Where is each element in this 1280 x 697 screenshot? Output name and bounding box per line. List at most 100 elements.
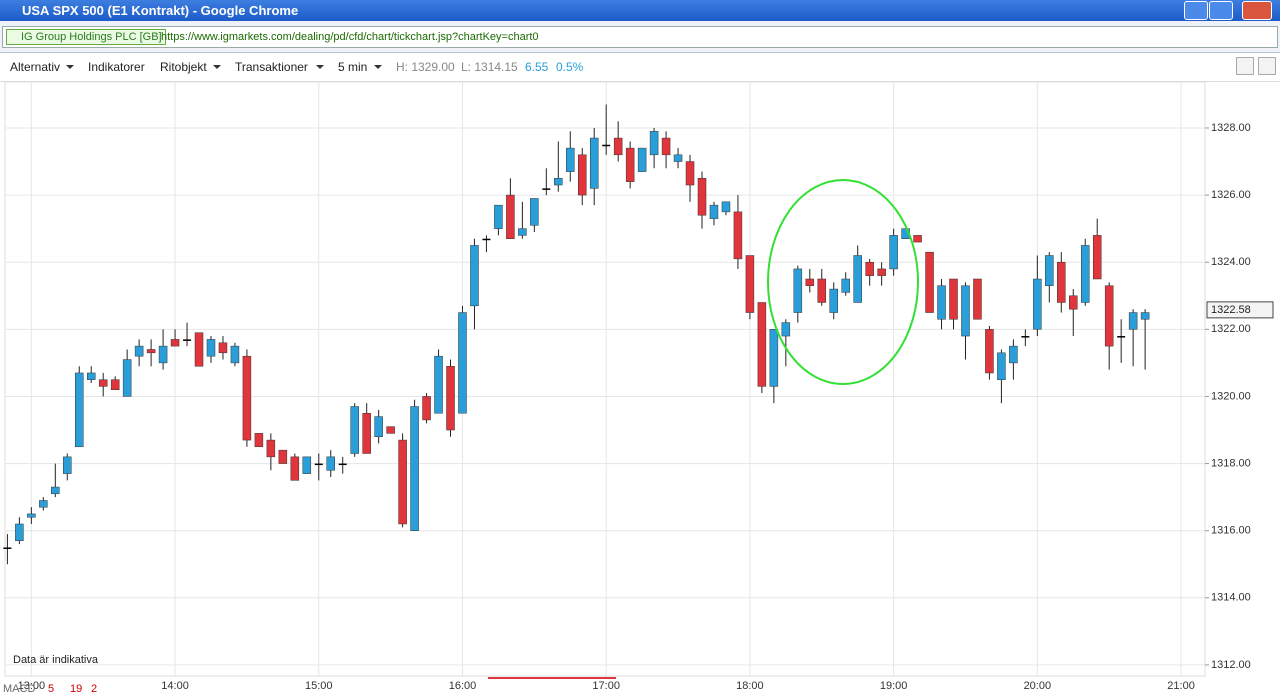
- candle-body: [218, 342, 228, 354]
- x-tick-label: 14:00: [161, 680, 189, 692]
- info-button[interactable]: [1236, 57, 1254, 75]
- x-tick-label: 17:00: [592, 680, 620, 692]
- candle-body: [206, 339, 216, 357]
- candle-body: [853, 255, 862, 303]
- x-tick-label: 20:00: [1024, 680, 1052, 692]
- indicator-param: 19: [70, 683, 82, 695]
- change-pct-stat: 0.5%: [556, 60, 584, 74]
- y-tick-label: 1318.00: [1211, 457, 1251, 469]
- candle-body: [1140, 312, 1150, 320]
- close-button[interactable]: [1242, 1, 1272, 20]
- menu-item[interactable]: Ritobjekt: [160, 60, 207, 74]
- candle-body: [602, 144, 611, 147]
- y-tick-label: 1320.00: [1211, 390, 1251, 402]
- candle-body: [290, 456, 300, 481]
- candle-body: [877, 268, 886, 276]
- title-bar: USA SPX 500 (E1 Kontrakt) - Google Chrom…: [0, 0, 1280, 21]
- candle-body: [577, 154, 587, 196]
- candle-body: [98, 379, 108, 387]
- y-tick-label: 1314.00: [1211, 592, 1251, 604]
- candle-body: [158, 345, 168, 364]
- candle-body: [1033, 278, 1042, 330]
- candle-body: [542, 188, 551, 190]
- candle-body: [110, 379, 120, 390]
- candle-body: [302, 456, 312, 474]
- candle-body: [637, 147, 647, 172]
- candle-body: [134, 345, 144, 357]
- last-price-box: [1206, 301, 1274, 319]
- plot-frame: [4, 81, 1206, 677]
- candle-body: [745, 255, 755, 313]
- menu-item[interactable]: 5 min: [338, 60, 368, 74]
- y-tick-label: 1322.00: [1211, 323, 1251, 335]
- candle-body: [1080, 245, 1090, 303]
- candle-body: [757, 302, 767, 387]
- candle-body: [949, 278, 958, 320]
- candle-body: [973, 278, 982, 320]
- menu-item[interactable]: Indikatorer: [88, 60, 145, 74]
- candle-body: [75, 372, 84, 448]
- candle-body: [183, 339, 192, 341]
- menu-item[interactable]: Alternativ: [10, 60, 61, 74]
- scroll-indicator: [488, 677, 616, 679]
- grid: 1312.00 1314.00 1316.00 1318.00 1320.00 1322.…: [5, 82, 1274, 692]
- candle-body: [350, 406, 359, 454]
- minimize-button[interactable]: [1184, 1, 1208, 20]
- maximize-button[interactable]: [1209, 1, 1233, 20]
- candle-body: [51, 486, 60, 495]
- candle-body: [86, 372, 96, 380]
- x-tick-label: 19:00: [880, 680, 908, 692]
- candle-body: [506, 194, 515, 239]
- candle-body: [589, 137, 599, 189]
- candle-body: [458, 312, 467, 414]
- candle-body: [721, 201, 731, 213]
- candle-body: [1117, 336, 1126, 338]
- close-chart-button[interactable]: [1258, 57, 1276, 75]
- candle-body: [1069, 295, 1078, 310]
- url[interactable]: https://www.igmarkets.com/dealing/pd/cfd…: [161, 31, 539, 43]
- candle-body: [1009, 345, 1018, 364]
- candle-body: [1057, 261, 1066, 303]
- y-tick-label: 1326.00: [1211, 189, 1251, 201]
- candle-body: [39, 500, 48, 508]
- x-tick-label: 21:00: [1167, 680, 1195, 692]
- candle-body: [913, 235, 922, 243]
- y-tick-label: 1316.00: [1211, 525, 1251, 537]
- candle-body: [1092, 235, 1102, 280]
- candle-body: [194, 332, 204, 367]
- x-tick-label: 15:00: [305, 680, 333, 692]
- candle-body: [793, 268, 803, 313]
- candle-body: [997, 352, 1006, 380]
- site-identity[interactable]: IG Group Holdings PLC [GB]: [6, 29, 166, 45]
- low-stat: L: 1314.15: [461, 60, 518, 74]
- candle-body: [470, 245, 479, 307]
- candle-body: [326, 456, 335, 471]
- indicator-param: 2: [91, 683, 97, 695]
- indicator-name: MACD: [3, 683, 35, 695]
- candle-body: [230, 345, 240, 364]
- menu-item[interactable]: Transaktioner: [235, 60, 308, 74]
- window-title: USA SPX 500 (E1 Kontrakt) - Google Chrom…: [22, 3, 299, 18]
- candle-body: [314, 463, 323, 466]
- candle-body: [278, 449, 288, 464]
- high-stat: H: 1329.00: [396, 60, 455, 74]
- candle-body: [673, 154, 683, 162]
- candle-body: [27, 513, 36, 518]
- candle-body: [1104, 285, 1114, 347]
- candle-body: [769, 329, 779, 387]
- candle-body: [170, 339, 180, 347]
- candle-body: [925, 251, 934, 313]
- dropdown-arrows: [66, 65, 382, 69]
- candle-body: [697, 178, 707, 216]
- candle-body: [613, 137, 623, 156]
- candle-body: [649, 131, 659, 156]
- candle-body: [374, 416, 383, 437]
- candle-body: [122, 359, 132, 397]
- candle-body: [961, 285, 970, 337]
- candle-body: [685, 161, 695, 186]
- omnibox[interactable]: IG Group Holdings PLC [GB] https://www.i…: [2, 26, 1278, 48]
- candle-body: [805, 278, 815, 286]
- candle-body: [829, 288, 838, 313]
- candle-body: [3, 547, 12, 549]
